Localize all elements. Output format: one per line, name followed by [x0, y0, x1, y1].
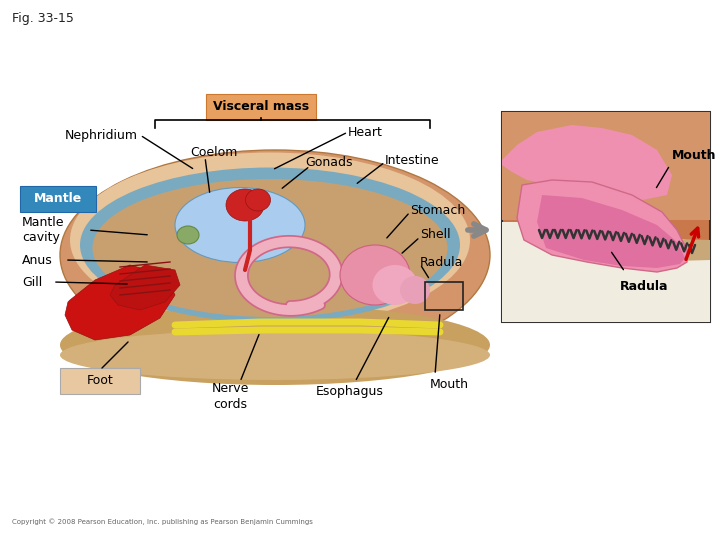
Text: Gonads: Gonads: [305, 156, 353, 168]
Ellipse shape: [80, 167, 460, 322]
FancyBboxPatch shape: [206, 94, 316, 120]
Text: Shell: Shell: [420, 228, 451, 241]
Text: Nerve
cords: Nerve cords: [211, 382, 248, 411]
Ellipse shape: [60, 330, 490, 380]
Ellipse shape: [177, 226, 199, 244]
Ellipse shape: [175, 187, 305, 262]
Text: Copyright © 2008 Pearson Education, Inc. publishing as Pearson Benjamin Cummings: Copyright © 2008 Pearson Education, Inc.…: [12, 518, 313, 525]
Text: Mouth: Mouth: [430, 378, 469, 391]
FancyBboxPatch shape: [60, 368, 140, 394]
Ellipse shape: [92, 179, 448, 317]
Polygon shape: [517, 180, 687, 272]
Ellipse shape: [70, 152, 470, 327]
Text: Mouth: Mouth: [672, 149, 716, 162]
Polygon shape: [502, 112, 710, 220]
FancyBboxPatch shape: [502, 112, 710, 322]
Polygon shape: [502, 222, 710, 322]
Ellipse shape: [246, 189, 271, 211]
Polygon shape: [65, 265, 175, 340]
Ellipse shape: [372, 265, 418, 305]
Text: Mantle: Mantle: [34, 192, 82, 206]
Polygon shape: [580, 238, 710, 262]
Text: Coelom: Coelom: [190, 145, 238, 159]
Text: Esophagus: Esophagus: [316, 385, 384, 398]
Ellipse shape: [226, 189, 264, 221]
Text: Radula: Radula: [620, 280, 668, 293]
Text: Mantle
cavity: Mantle cavity: [22, 215, 65, 245]
Text: Stomach: Stomach: [410, 204, 465, 217]
Ellipse shape: [60, 150, 490, 360]
Text: Heart: Heart: [348, 125, 383, 138]
FancyBboxPatch shape: [20, 186, 96, 212]
Polygon shape: [502, 125, 672, 200]
Ellipse shape: [400, 276, 430, 304]
Text: Visceral mass: Visceral mass: [213, 100, 309, 113]
Text: Fig. 33-15: Fig. 33-15: [12, 12, 74, 25]
Text: Nephridium: Nephridium: [65, 129, 138, 141]
Text: Anus: Anus: [22, 253, 53, 267]
Polygon shape: [110, 265, 180, 310]
Text: Gill: Gill: [22, 275, 42, 288]
Text: Foot: Foot: [86, 374, 113, 387]
Text: Intestine: Intestine: [385, 153, 440, 166]
Ellipse shape: [340, 245, 410, 305]
Ellipse shape: [60, 305, 490, 385]
Text: Radula: Radula: [420, 255, 464, 268]
Polygon shape: [537, 195, 685, 268]
